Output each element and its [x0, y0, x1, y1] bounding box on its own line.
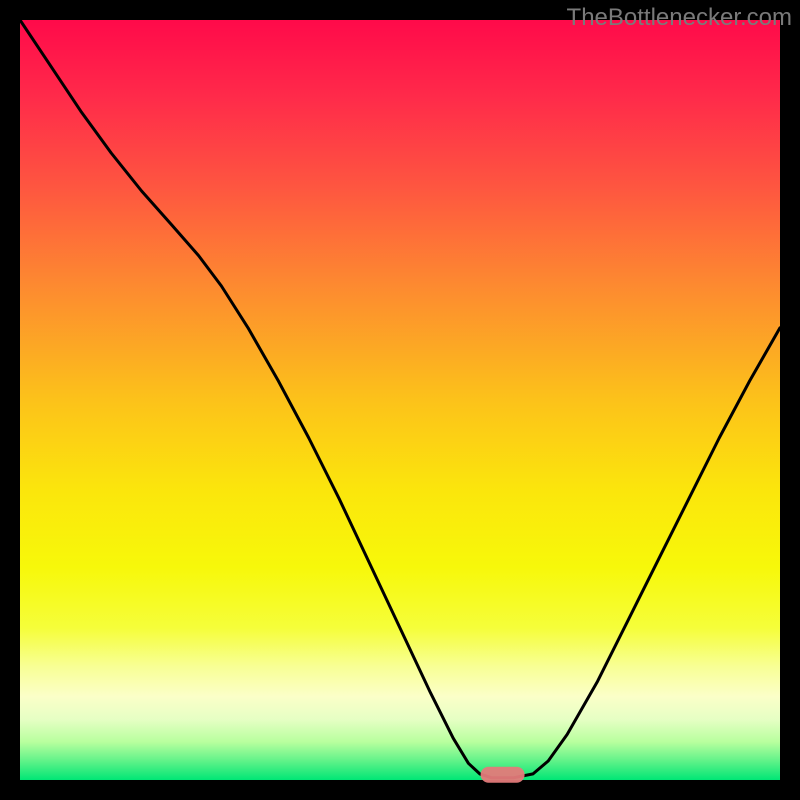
watermark-text: TheBottlenecker.com	[567, 4, 792, 32]
chart-container: TheBottlenecker.com	[0, 0, 800, 800]
gradient-background	[0, 0, 800, 800]
plot-area	[20, 20, 780, 780]
